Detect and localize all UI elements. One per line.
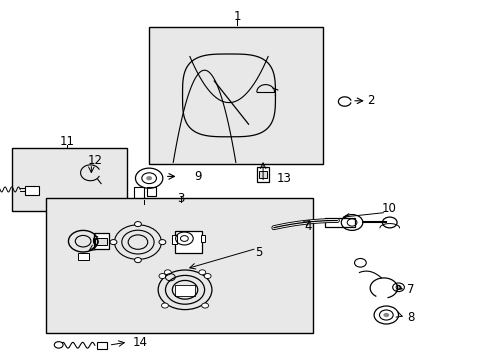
Circle shape	[146, 176, 152, 180]
Bar	[134, 187, 144, 200]
Bar	[325, 218, 354, 227]
Circle shape	[164, 270, 171, 275]
Text: 10: 10	[381, 202, 395, 215]
Circle shape	[110, 240, 117, 245]
Circle shape	[54, 342, 63, 348]
Bar	[94, 233, 108, 249]
Bar	[172, 235, 177, 244]
Circle shape	[134, 258, 141, 263]
Text: 7: 7	[406, 283, 414, 296]
Text: 5: 5	[255, 246, 263, 258]
Circle shape	[354, 258, 366, 267]
Text: 8: 8	[406, 311, 414, 324]
Circle shape	[201, 303, 208, 308]
Circle shape	[159, 274, 165, 279]
Text: 12: 12	[88, 154, 102, 167]
Bar	[174, 231, 201, 253]
Bar	[78, 253, 89, 260]
Circle shape	[204, 274, 211, 279]
Circle shape	[134, 222, 141, 227]
Bar	[256, 167, 268, 182]
Bar	[200, 235, 205, 242]
Bar	[12, 148, 127, 211]
Bar	[146, 187, 155, 196]
Text: 3: 3	[177, 192, 184, 205]
Circle shape	[159, 240, 165, 245]
Bar	[175, 285, 194, 296]
Text: 2: 2	[366, 94, 374, 107]
Bar	[149, 27, 322, 164]
Text: 9: 9	[194, 170, 202, 183]
Text: 4: 4	[304, 220, 311, 233]
Bar	[259, 171, 266, 178]
Bar	[97, 342, 106, 349]
Text: 1: 1	[233, 10, 241, 23]
Bar	[25, 186, 39, 195]
Bar	[46, 198, 312, 333]
Text: 14: 14	[133, 336, 148, 349]
Text: 11: 11	[60, 135, 75, 148]
Text: 13: 13	[277, 172, 291, 185]
Circle shape	[383, 313, 388, 317]
Bar	[95, 238, 107, 245]
Circle shape	[199, 270, 205, 275]
Circle shape	[161, 303, 168, 308]
Text: 6: 6	[91, 235, 99, 248]
